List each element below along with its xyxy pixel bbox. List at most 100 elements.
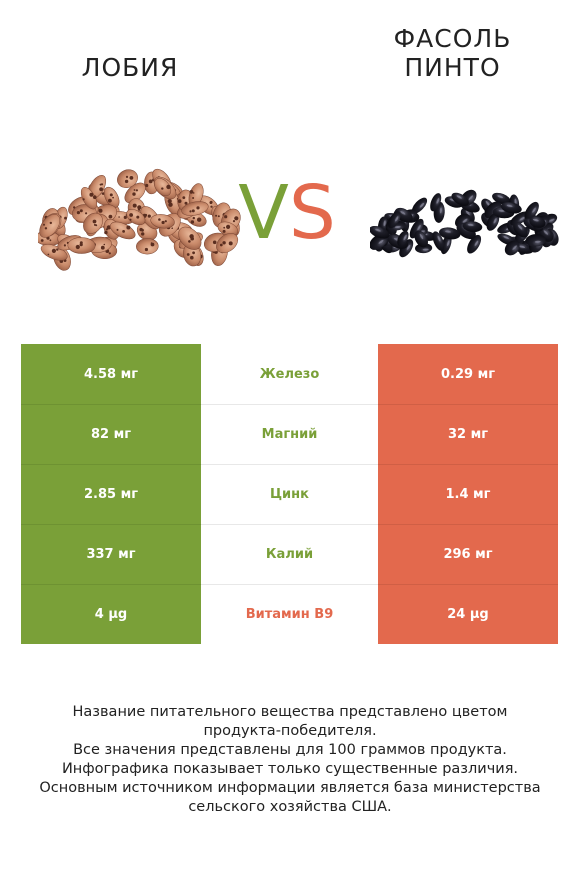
bean-speckle: [184, 201, 188, 205]
bean-speckle: [116, 228, 119, 231]
bean-speckle: [112, 196, 114, 199]
right-value: 0.29 мг: [378, 344, 558, 404]
bean-speckle: [79, 209, 83, 213]
bean-speckle: [226, 224, 231, 229]
bean-shape: [411, 197, 428, 214]
bean-highlight: [519, 216, 525, 221]
bean-speckle: [129, 176, 134, 180]
bean-speckle: [76, 211, 80, 215]
bean-highlight: [532, 207, 536, 213]
bean-speckle: [129, 213, 133, 217]
bean-speckle: [44, 227, 48, 230]
bean-speckle: [192, 216, 195, 220]
vs-s: S: [288, 170, 336, 256]
bean-speckle: [40, 239, 44, 242]
bean-speckle: [222, 241, 226, 245]
bean-shape: [414, 230, 428, 248]
bean-highlight: [493, 218, 497, 224]
bean-shape: [178, 226, 202, 250]
bean-speckle: [148, 179, 153, 184]
bean-speckle: [51, 248, 56, 253]
bean-speckle: [197, 217, 202, 222]
bean-speckle: [56, 248, 59, 251]
bean-speckle: [103, 243, 106, 246]
bean-shape: [486, 213, 500, 231]
table-row: 2.85 мг Цинк 1.4 мг: [21, 464, 558, 524]
bean-speckle: [99, 187, 103, 192]
bean-speckle: [79, 241, 83, 245]
bean-speckle: [122, 230, 125, 233]
bean-shape: [500, 202, 522, 214]
right-product-title: ФАСОЛЬ ПИНТО: [345, 24, 560, 82]
bean-speckle: [171, 227, 173, 229]
bean-speckle: [89, 192, 94, 197]
bean-speckle: [63, 244, 66, 247]
bean-shape: [462, 221, 483, 233]
right-value: 24 µg: [378, 584, 558, 644]
bean-speckle: [47, 253, 50, 256]
bean-speckle: [43, 223, 45, 226]
bean-highlight: [543, 230, 549, 235]
bean-speckle: [192, 192, 195, 194]
bean-speckle: [132, 192, 136, 196]
bean-speckle: [108, 252, 111, 255]
bean-shape: [136, 238, 159, 255]
bean-speckle: [141, 228, 144, 232]
bean-speckle: [196, 206, 200, 210]
bean-shape: [216, 233, 239, 254]
bean-shape: [467, 234, 482, 254]
bean-speckle: [217, 215, 220, 218]
bean-speckle: [224, 215, 228, 219]
footer-line: Основным источником информации является …: [39, 780, 541, 796]
table-row: 4 µg Витамин B9 24 µg: [21, 584, 558, 644]
bean-speckle: [190, 220, 195, 224]
bean-highlight: [406, 244, 411, 250]
bean-speckle: [164, 220, 167, 223]
bean-speckle: [95, 224, 98, 227]
left-value: 4.58 мг: [21, 344, 201, 404]
bean-speckle: [75, 244, 80, 250]
bean-shape: [388, 211, 401, 229]
bean-speckle: [144, 247, 148, 252]
right-value: 296 мг: [378, 524, 558, 584]
bean-speckle: [190, 255, 194, 260]
bean-speckle: [109, 193, 113, 197]
bean-speckle: [189, 210, 192, 213]
bean-highlight: [503, 235, 509, 240]
bean-shape: [438, 227, 461, 240]
bean-shape: [104, 186, 120, 208]
bean-shape: [451, 192, 469, 206]
bean-highlight: [534, 240, 541, 243]
bean-highlight: [519, 245, 526, 248]
bean-shape: [80, 187, 98, 210]
bean-highlight: [422, 248, 429, 251]
bean-highlight: [474, 240, 479, 246]
bean-highlight: [462, 218, 468, 223]
bean-highlight: [468, 195, 474, 200]
black-beans-image: [370, 189, 559, 258]
bean-shape: [524, 201, 539, 221]
bean-speckle: [222, 229, 226, 233]
bean-speckle: [168, 202, 173, 207]
bean-speckle: [101, 192, 105, 195]
table-row: 4.58 мг Железо 0.29 мг: [21, 344, 558, 404]
right-title-line-1: ФАСОЛЬ: [393, 24, 512, 53]
bean-highlight: [394, 225, 401, 229]
bean-speckle: [177, 199, 182, 203]
bean-speckle: [126, 225, 131, 230]
bean-speckle: [161, 187, 164, 190]
bean-speckle: [219, 243, 223, 247]
bean-speckle: [232, 220, 236, 223]
bean-highlight: [417, 224, 421, 231]
bean-speckle: [210, 205, 213, 208]
bean-speckle: [161, 220, 165, 225]
bean-shape: [397, 230, 409, 247]
bean-speckle: [141, 232, 145, 236]
bean-speckle: [209, 200, 213, 204]
bean-highlight: [514, 198, 517, 205]
bean-speckle: [82, 198, 85, 201]
bean-speckle: [137, 205, 142, 210]
footer-line: сельского хозяйства США.: [188, 799, 392, 815]
bean-speckle: [192, 251, 196, 255]
bean-highlight: [549, 218, 555, 222]
